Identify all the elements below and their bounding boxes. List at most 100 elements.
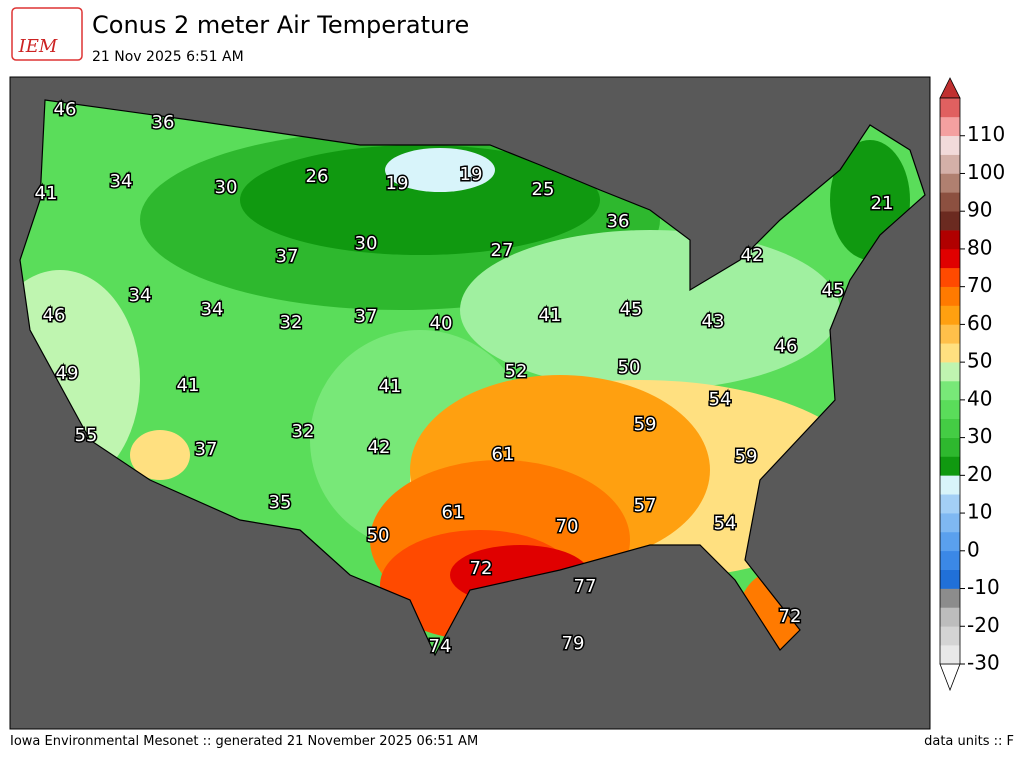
colorbar-tick-label: 60 — [967, 311, 992, 335]
colorbar-outline — [939, 97, 961, 665]
colorbar-segment — [940, 286, 960, 306]
temperature-label: 50 — [618, 357, 641, 378]
title: Conus 2 meter Air Temperature — [92, 11, 469, 39]
colorbar-segment — [940, 248, 960, 269]
temperature-label: 41 — [177, 375, 200, 396]
colorbar-tick-label: 40 — [967, 386, 992, 410]
temperature-label: 41 — [379, 376, 402, 397]
coastline — [19, 99, 926, 657]
colorbar-segment — [940, 588, 960, 608]
colorbar-tick-label: 110 — [967, 122, 1005, 146]
temperature-label: 26 — [306, 166, 329, 187]
temperature-label: 43 — [702, 311, 725, 332]
colorbar-tick-label: 30 — [967, 424, 992, 448]
colorbar-segment — [940, 494, 960, 514]
colorbar-segment — [940, 626, 960, 646]
colorbar-segment — [940, 362, 960, 382]
temperature-label: 54 — [709, 389, 732, 410]
temperature-label: 32 — [292, 421, 315, 442]
colorbar-tick-label: 0 — [967, 537, 980, 561]
temperature-label: 34 — [129, 285, 152, 306]
colorbar-segment — [940, 550, 960, 570]
colorbar-segment — [940, 98, 960, 118]
footer-right: data units :: F — [924, 734, 1014, 749]
colorbar-segment — [940, 569, 960, 589]
colorbar-segment — [940, 607, 960, 627]
colorbar-segment — [940, 211, 960, 231]
colorbar-segment — [940, 154, 960, 174]
colorbar-segment — [940, 437, 960, 457]
temperature-label: 35 — [269, 492, 292, 513]
colorbar-tick-label: 90 — [967, 198, 992, 222]
temperature-label: 55 — [75, 425, 98, 446]
temperature-label: 52 — [505, 361, 528, 382]
colorbar-segment — [940, 418, 960, 438]
colorbar: -30 -20 -10 0 10 20 30 40 50 60 70 80 90 100 110 — [939, 77, 1005, 692]
colorbar-tick-label: 70 — [967, 273, 992, 297]
colorbar-segment — [940, 305, 960, 325]
colorbar-segment — [940, 645, 960, 665]
colorbar-tick-label: 50 — [967, 349, 992, 373]
temperature-label: 45 — [822, 280, 845, 301]
logo-text: IEM — [18, 36, 58, 57]
temperature-label: 42 — [741, 245, 764, 266]
temperature-label: 61 — [492, 444, 515, 465]
temperature-label: 34 — [201, 299, 224, 320]
temperature-label: 36 — [607, 211, 630, 232]
temperature-label: 77 — [574, 576, 597, 597]
temperature-label: 72 — [779, 606, 802, 627]
temperature-label: 25 — [532, 179, 555, 200]
temperature-label: 54 — [714, 513, 737, 534]
temperature-label: 74 — [429, 636, 452, 657]
temperature-label: 37 — [355, 306, 378, 327]
subtitle: 21 Nov 2025 6:51 AM — [92, 49, 244, 65]
colorbar-segment — [940, 116, 960, 137]
colorbar-segment — [940, 267, 960, 287]
colorbar-segment — [940, 475, 960, 495]
temperature-label: 59 — [634, 414, 657, 435]
temperature-label: 36 — [152, 112, 175, 133]
temperature-label: 40 — [430, 313, 453, 334]
temperature-label: 21 — [871, 193, 894, 214]
colorbar-segment — [940, 173, 960, 193]
temperature-label: 49 — [56, 363, 79, 384]
temperature-label: 46 — [54, 99, 77, 120]
colorbar-segment — [940, 456, 960, 476]
temperature-label: 32 — [280, 312, 303, 333]
station-labels: 46 36 41 34 30 26 19 19 25 36 21 37 30 27 42 34 34 46 32 37… — [33, 98, 895, 659]
colorbar-segment — [940, 381, 960, 401]
temperature-label: 41 — [35, 183, 58, 204]
colorbar-tick-label: 10 — [967, 500, 992, 524]
colorbar-tick-label: 80 — [967, 235, 992, 259]
temperature-label: 42 — [368, 437, 391, 458]
temperature-label: 19 — [386, 173, 409, 194]
temperature-label: 27 — [491, 240, 514, 261]
colorbar-tick-label: -30 — [967, 651, 1000, 675]
temperature-label: 46 — [775, 336, 798, 357]
temperature-label: 37 — [276, 246, 299, 267]
colorbar-tick-label: 100 — [967, 160, 1005, 184]
temperature-label: 72 — [470, 558, 493, 579]
colorbar-segment — [940, 531, 960, 552]
temperature-label: 37 — [195, 439, 218, 460]
colorbar-segment — [940, 192, 960, 212]
temperature-label: 46 — [43, 305, 66, 326]
colorbar-segment — [940, 343, 960, 363]
colorbar-tick-label: 20 — [967, 462, 992, 486]
temperature-label: 61 — [442, 502, 465, 523]
temperature-label: 34 — [110, 171, 133, 192]
colorbar-segment — [940, 513, 960, 533]
colorbar-segment — [940, 324, 960, 344]
colorbar-segment — [940, 230, 960, 250]
temperature-label: 41 — [539, 305, 562, 326]
colorbar-tick-label: -20 — [967, 613, 1000, 637]
colorbar-segment — [940, 399, 960, 420]
temperature-label: 50 — [367, 525, 390, 546]
temperature-label: 59 — [735, 446, 758, 467]
colorbar-segment — [940, 135, 960, 155]
temperature-label: 30 — [215, 177, 238, 198]
temperature-label: 70 — [556, 516, 579, 537]
temperature-label: 45 — [620, 299, 643, 320]
footer-left: Iowa Environmental Mesonet :: generated … — [10, 734, 478, 749]
